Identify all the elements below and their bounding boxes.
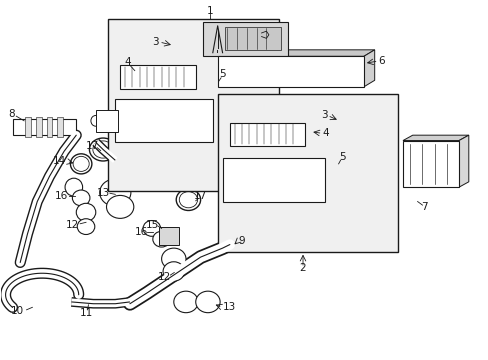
Text: 7: 7 [421,202,427,212]
Bar [46,117,52,137]
Polygon shape [220,58,225,85]
Bar [203,22,288,56]
Text: 3: 3 [152,37,159,47]
Text: 12: 12 [66,220,80,230]
Ellipse shape [340,158,347,166]
Text: 12: 12 [157,272,170,282]
Bar [115,99,212,142]
Polygon shape [340,58,346,85]
Bar [25,117,31,137]
Polygon shape [458,135,468,187]
Polygon shape [238,58,244,85]
Polygon shape [312,58,318,85]
Text: 11: 11 [79,308,92,318]
Polygon shape [325,152,335,202]
Bar [217,56,363,87]
Text: 4: 4 [124,57,130,67]
Circle shape [421,166,440,180]
Ellipse shape [100,179,131,206]
Ellipse shape [77,219,95,234]
Text: 17: 17 [194,191,207,201]
Bar [108,19,278,191]
Polygon shape [333,116,353,126]
Polygon shape [140,142,147,148]
Ellipse shape [143,221,160,236]
Bar [96,110,118,132]
Ellipse shape [106,195,134,219]
Polygon shape [120,58,207,65]
Polygon shape [275,58,281,85]
Text: 6: 6 [378,56,385,66]
Text: 5: 5 [338,152,345,162]
Ellipse shape [195,291,220,313]
Text: 1: 1 [206,6,213,16]
Text: 17: 17 [85,141,99,151]
Polygon shape [305,116,316,146]
Text: 3: 3 [320,111,327,121]
Bar [402,140,458,187]
Ellipse shape [331,153,342,164]
Ellipse shape [173,291,198,313]
Ellipse shape [221,79,228,87]
Text: 13: 13 [96,188,109,198]
Text: 9: 9 [238,236,244,246]
Polygon shape [363,50,374,87]
Text: 16: 16 [55,191,68,201]
Polygon shape [266,58,272,85]
Bar [217,94,397,252]
Bar [36,117,41,137]
Text: 2: 2 [299,263,305,273]
Bar [222,158,325,202]
Polygon shape [402,135,468,140]
Text: 15: 15 [146,220,159,230]
Text: 8: 8 [8,109,15,119]
Bar [120,65,195,89]
Text: 10: 10 [11,306,24,316]
Polygon shape [178,142,185,148]
Bar [13,119,76,135]
Polygon shape [229,116,316,123]
Bar [57,117,63,137]
Text: 4: 4 [322,129,328,138]
Ellipse shape [161,248,185,270]
Bar [224,27,281,50]
Ellipse shape [72,190,90,206]
Polygon shape [330,58,336,85]
Polygon shape [229,58,235,85]
Text: 14: 14 [53,156,66,166]
Bar [229,123,305,146]
Polygon shape [222,152,335,158]
Bar [159,226,178,244]
Polygon shape [115,93,224,99]
Polygon shape [195,58,207,89]
Ellipse shape [153,231,170,247]
Ellipse shape [65,178,82,196]
Circle shape [421,146,440,160]
Polygon shape [294,58,300,85]
Text: 16: 16 [134,227,147,237]
Polygon shape [172,41,193,50]
Polygon shape [257,58,263,85]
Polygon shape [322,58,327,85]
Ellipse shape [163,262,184,281]
Polygon shape [247,58,253,85]
Polygon shape [212,93,224,142]
Ellipse shape [212,74,223,85]
Polygon shape [303,58,309,85]
Ellipse shape [76,203,96,221]
Text: 5: 5 [219,69,225,79]
Polygon shape [285,58,290,85]
Text: 13: 13 [222,302,235,312]
Polygon shape [217,50,374,56]
